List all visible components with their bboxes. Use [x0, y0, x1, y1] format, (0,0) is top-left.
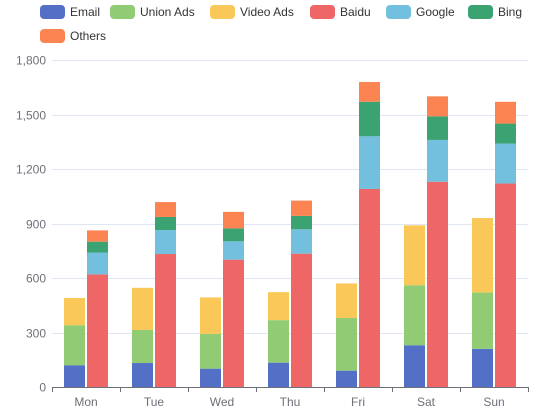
bar-baidu-fri[interactable] [359, 188, 380, 387]
legend-label-others[interactable]: Others [70, 29, 106, 43]
y-tick-label: 600 [26, 272, 46, 286]
bar-video-ads-wed[interactable] [200, 297, 221, 334]
bar-baidu-mon[interactable] [87, 274, 108, 387]
legend-label-baidu[interactable]: Baidu [340, 5, 371, 19]
bar-video-ads-sat[interactable] [404, 225, 425, 286]
y-tick-label: 1,500 [16, 109, 46, 123]
bar-baidu-thu[interactable] [291, 253, 312, 387]
bar-email-fri[interactable] [336, 370, 357, 387]
x-tick-label-tue: Tue [144, 395, 165, 409]
bar-baidu-tue[interactable] [155, 254, 176, 387]
y-tick-label: 300 [26, 327, 46, 341]
bar-union-ads-sun[interactable] [472, 292, 493, 349]
y-tick-label: 0 [39, 381, 46, 395]
bar-video-ads-sun[interactable] [472, 218, 493, 293]
bar-others-fri[interactable] [359, 81, 380, 102]
bar-bing-wed[interactable] [223, 228, 244, 242]
y-tick-label: 1,800 [16, 54, 46, 68]
bar-union-ads-mon[interactable] [64, 325, 85, 366]
bar-union-ads-tue[interactable] [132, 329, 153, 364]
legend-swatch-union-ads[interactable] [110, 5, 135, 19]
bar-bing-sun[interactable] [495, 123, 516, 144]
bar-google-wed[interactable] [223, 241, 244, 260]
x-tick-label-mon: Mon [74, 395, 97, 409]
bar-email-tue[interactable] [132, 363, 153, 387]
bar-others-thu[interactable] [291, 200, 312, 216]
bar-union-ads-sat[interactable] [404, 285, 425, 346]
bar-others-tue[interactable] [155, 202, 176, 217]
bar-bing-fri[interactable] [359, 101, 380, 137]
legend-swatch-google[interactable] [386, 5, 411, 19]
legend-swatch-video-ads[interactable] [210, 5, 235, 19]
bar-union-ads-fri[interactable] [336, 317, 357, 371]
x-tick-label-fri: Fri [351, 395, 365, 409]
bar-others-sat[interactable] [427, 96, 448, 117]
legend-swatch-baidu[interactable] [310, 5, 335, 19]
bar-google-thu[interactable] [291, 229, 312, 254]
bar-bing-mon[interactable] [87, 241, 108, 253]
bar-google-sat[interactable] [427, 139, 448, 182]
bar-union-ads-thu[interactable] [268, 320, 289, 363]
legend-label-google[interactable]: Google [416, 5, 455, 19]
bar-bing-tue[interactable] [155, 216, 176, 231]
y-tick-label: 1,200 [16, 163, 46, 177]
bar-bing-sat[interactable] [427, 116, 448, 140]
x-tick-label-thu: Thu [280, 395, 301, 409]
legend-swatch-others[interactable] [40, 29, 65, 43]
legend-label-union-ads[interactable]: Union Ads [140, 5, 195, 19]
bar-email-wed[interactable] [200, 368, 221, 387]
legend-swatch-bing[interactable] [468, 5, 493, 19]
y-tick-label: 900 [26, 218, 46, 232]
bar-video-ads-thu[interactable] [268, 292, 289, 321]
bar-email-thu[interactable] [268, 362, 289, 387]
x-tick-label-sun: Sun [483, 395, 504, 409]
bar-google-mon[interactable] [87, 252, 108, 275]
bar-email-sun[interactable] [472, 348, 493, 387]
bar-google-sun[interactable] [495, 143, 516, 184]
bar-video-ads-mon[interactable] [64, 297, 85, 326]
bar-bing-thu[interactable] [291, 215, 312, 230]
bar-baidu-sun[interactable] [495, 183, 516, 387]
legend-label-video-ads[interactable]: Video Ads [240, 5, 294, 19]
bar-google-tue[interactable] [155, 230, 176, 255]
bar-others-wed[interactable] [223, 211, 244, 229]
legend-swatch-email[interactable] [40, 5, 65, 19]
x-tick-label-wed: Wed [210, 395, 234, 409]
bar-video-ads-fri[interactable] [336, 283, 357, 318]
bar-others-sun[interactable] [495, 101, 516, 124]
bar-email-sat[interactable] [404, 345, 425, 387]
bar-baidu-sat[interactable] [427, 181, 448, 387]
bar-google-fri[interactable] [359, 136, 380, 189]
legend-label-bing[interactable]: Bing [498, 5, 522, 19]
bar-baidu-wed[interactable] [223, 259, 244, 387]
legend-label-email[interactable]: Email [70, 5, 100, 19]
bar-others-mon[interactable] [87, 230, 108, 242]
bar-union-ads-wed[interactable] [200, 333, 221, 369]
bar-email-mon[interactable] [64, 365, 85, 387]
x-tick-label-sat: Sat [417, 395, 436, 409]
bar-video-ads-tue[interactable] [132, 287, 153, 330]
